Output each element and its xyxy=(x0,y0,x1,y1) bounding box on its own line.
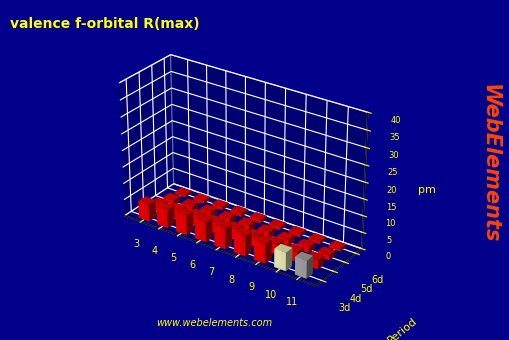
Text: WebElements: WebElements xyxy=(478,84,499,243)
Y-axis label: Period: Period xyxy=(385,316,418,340)
Text: valence f-orbital R(max): valence f-orbital R(max) xyxy=(10,17,200,31)
Text: www.webelements.com: www.webelements.com xyxy=(156,318,272,328)
